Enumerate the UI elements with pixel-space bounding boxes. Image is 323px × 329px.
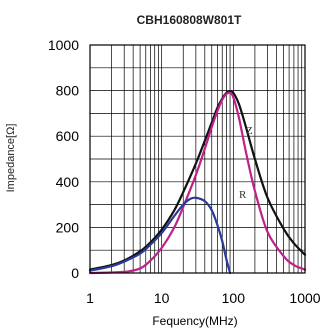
series-layer <box>88 89 307 275</box>
y-axis-label: Impedance[Ω] <box>5 124 17 193</box>
y-tick-label: 600 <box>56 128 80 144</box>
y-tick-label: 1000 <box>48 37 79 53</box>
x-tick-label: 10 <box>154 290 170 306</box>
y-tick-label: 400 <box>56 174 80 190</box>
y-tick-label: 200 <box>56 219 80 235</box>
annotation-z: Z <box>246 125 253 137</box>
y-tick-label: 800 <box>56 83 80 99</box>
x-axis-label: Fequency(MHz) <box>152 314 237 328</box>
tick-layer: 0 200 400 600 800 1000 1 10 100 1000 <box>48 37 321 306</box>
series-x-line <box>88 196 232 275</box>
plot-frame <box>89 44 306 274</box>
y-tick-label: 0 <box>71 265 79 281</box>
annotation-r: R <box>239 189 247 201</box>
x-tick-label: 1 <box>86 290 94 306</box>
x-tick-label: 1000 <box>289 290 320 306</box>
x-tick-label: 100 <box>222 290 246 306</box>
grid-layer <box>90 45 305 273</box>
series-z-line <box>88 89 307 271</box>
annotation-layer: ZR <box>239 125 253 201</box>
chart-title: CBH160808W801T <box>137 13 242 27</box>
series-r-line <box>88 91 307 275</box>
